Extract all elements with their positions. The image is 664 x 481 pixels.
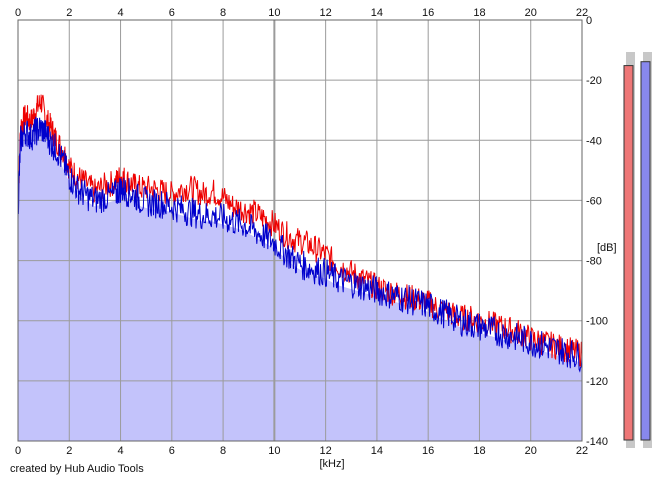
x-tick-label-top: 12 <box>320 7 332 19</box>
x-tick-labels-top: 0 2 4 6 8 10 12 14 16 18 20 22 <box>15 7 588 19</box>
chart-frame <box>17 19 583 442</box>
spectrum-fill-area <box>18 134 582 441</box>
series-line <box>17 94 583 367</box>
x-tick-label-bottom: 20 <box>525 445 537 457</box>
y-tick-label: -20 <box>586 75 602 87</box>
y-tick-label: -40 <box>586 135 602 147</box>
y-tick-label: -100 <box>586 316 608 328</box>
x-tick-label-bottom: 16 <box>422 445 434 457</box>
x-tick-label-bottom: 0 <box>15 445 21 457</box>
x-tick-label-bottom: 6 <box>169 445 175 457</box>
x-tick-label-bottom: 14 <box>371 445 383 457</box>
credit-text: created by Hub Audio Tools <box>10 463 144 475</box>
x-tick-label-bottom: 22 <box>576 445 588 457</box>
level-meter-bar <box>623 65 634 441</box>
x-tick-label-top: 0 <box>15 7 21 19</box>
x-tick-label-top: 10 <box>268 7 280 19</box>
x-tick-label-bottom: 10 <box>268 445 280 457</box>
x-tick-label-top: 22 <box>576 7 588 19</box>
x-tick-label-bottom: 18 <box>473 445 485 457</box>
series-line <box>17 116 583 373</box>
x-tick-label-top: 8 <box>220 7 226 19</box>
x-tick-label-top: 20 <box>525 7 537 19</box>
x-tick-label-top: 16 <box>422 7 434 19</box>
y-tick-label: 0 <box>586 15 592 27</box>
x-axis-label: [kHz] <box>319 458 344 470</box>
level-meters <box>623 52 652 448</box>
x-tick-label-top: 14 <box>371 7 383 19</box>
x-tick-label-top: 2 <box>66 7 72 19</box>
x-tick-label-top: 6 <box>169 7 175 19</box>
y-tick-label: -80 <box>586 256 602 268</box>
y-axis-label: [dB] <box>597 242 617 254</box>
y-tick-label: -140 <box>586 436 608 448</box>
chart-series <box>17 94 583 373</box>
x-tick-label-bottom: 12 <box>320 445 332 457</box>
x-tick-label-top: 4 <box>117 7 123 19</box>
y-tick-labels: 0 -20 -40 -60 -80 -100 -120 -140 <box>586 15 608 448</box>
y-tick-label: -60 <box>586 195 602 207</box>
level-meter-bar <box>640 61 651 441</box>
x-tick-label-bottom: 2 <box>66 445 72 457</box>
y-tick-label: -120 <box>586 376 608 388</box>
fill-area-path <box>18 134 582 441</box>
x-tick-label-bottom: 4 <box>117 445 123 457</box>
x-tick-labels-bottom: 0 2 4 6 8 10 12 14 16 18 20 22 <box>15 445 588 457</box>
x-tick-label-top: 18 <box>473 7 485 19</box>
plot-border <box>17 19 583 442</box>
x-tick-label-bottom: 8 <box>220 445 226 457</box>
